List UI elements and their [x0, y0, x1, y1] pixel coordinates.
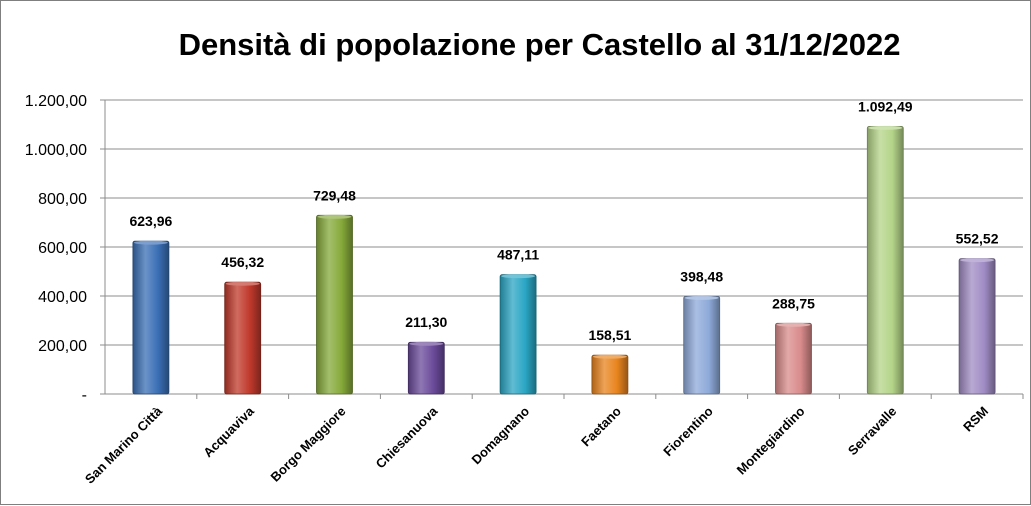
bars: [132, 125, 996, 395]
bar-cap: [501, 274, 536, 279]
y-tick-label: 1.000,00: [25, 142, 87, 159]
bar-cap: [684, 295, 719, 300]
bar-serravalle: [866, 125, 904, 395]
x-tick-label: RSM: [960, 404, 991, 435]
data-label: 552,52: [956, 231, 999, 247]
y-tick-label: 400,00: [38, 289, 87, 306]
x-tick-label: Fiorentino: [660, 403, 716, 459]
bar-cap: [409, 341, 444, 346]
data-label: 456,32: [221, 254, 264, 270]
x-tick-label: Montegiardino: [734, 403, 808, 477]
data-label: 158,51: [588, 327, 631, 343]
bar-cap: [592, 354, 627, 359]
chart-title: Densità di popolazione per Castello al 3…: [178, 27, 901, 62]
bar-faetano: [591, 354, 629, 395]
bar-acquaviva: [224, 281, 262, 395]
y-tick-label: 800,00: [38, 191, 87, 208]
data-label: 729,48: [313, 187, 356, 203]
data-label: 623,96: [129, 213, 172, 229]
y-tick-label: 600,00: [38, 240, 87, 257]
x-tick-label: Faetano: [578, 403, 624, 449]
bar-domagnano: [499, 274, 537, 395]
y-tick-label: -: [82, 387, 87, 404]
x-tick-label: Chiesanuova: [373, 403, 441, 471]
bar-cap: [776, 322, 811, 327]
bar-chiesanuova: [407, 341, 445, 395]
x-tick-label: Borgo Maggiore: [268, 404, 349, 485]
bar-cap: [868, 125, 903, 130]
y-tick-label: 200,00: [38, 338, 87, 355]
bar-san-marino-citt-: [132, 240, 170, 395]
bar-montegiardino: [775, 322, 812, 395]
data-label: 288,75: [772, 295, 815, 311]
bar-fiorentino: [683, 295, 721, 395]
bar-rsm: [958, 258, 996, 395]
y-tick-label: 1.200,00: [25, 93, 87, 110]
x-tick-label: Serravalle: [845, 404, 900, 459]
x-tick-label: Acquaviva: [200, 403, 257, 460]
x-tick-label: Domagnano: [468, 403, 532, 467]
x-tick-label: San Marino Città: [82, 403, 166, 487]
bar-cap: [960, 258, 995, 263]
bar-cap: [225, 281, 260, 286]
bar-borgo-maggiore: [316, 214, 353, 395]
bar-cap: [317, 214, 352, 219]
bar-cap: [133, 240, 168, 245]
data-label: 398,48: [680, 268, 723, 284]
data-label: 211,30: [405, 314, 447, 330]
data-label: 487,11: [497, 247, 539, 263]
data-label: 1.092,49: [858, 98, 913, 114]
